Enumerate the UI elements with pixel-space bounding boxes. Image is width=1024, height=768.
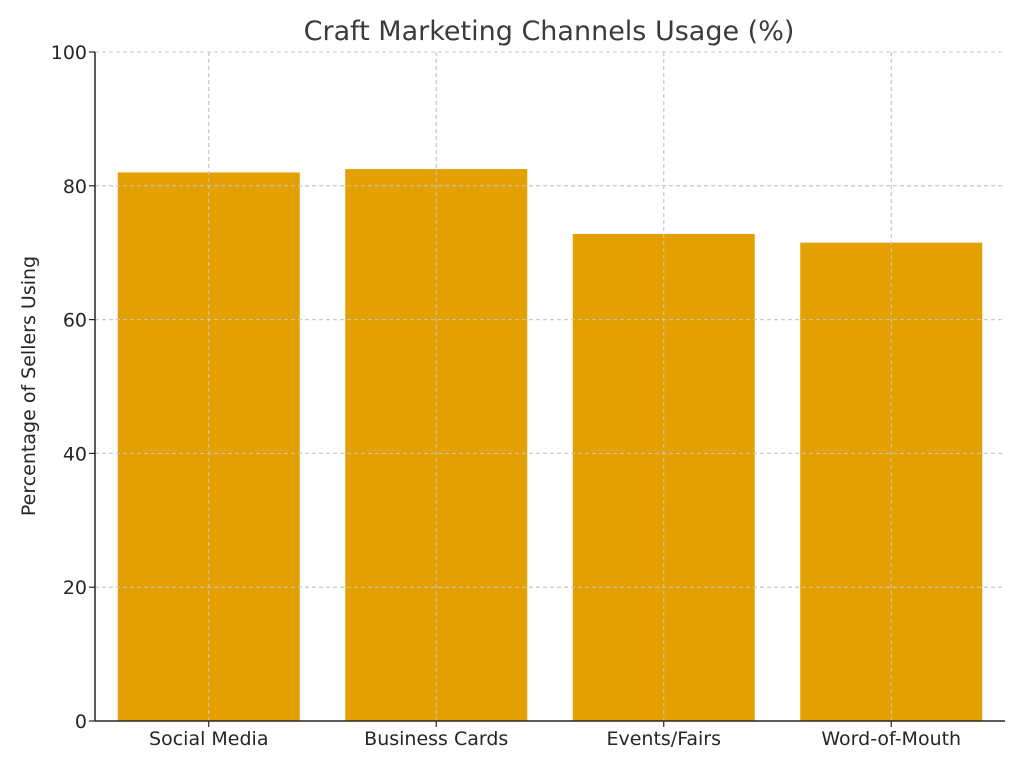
bar-events-fairs xyxy=(572,233,755,721)
axes xyxy=(94,52,1005,722)
y-axis-label: Percentage of Sellers Using xyxy=(18,256,40,516)
y-tick-label: 80 xyxy=(63,176,87,198)
y-tick-label: 40 xyxy=(63,443,87,465)
tick-labels: 0 20 40 60 80 100 Social Media Business Cards Ev… xyxy=(51,42,961,750)
y-tick-label: 20 xyxy=(63,577,87,599)
x-tick-label: Business Cards xyxy=(364,728,508,750)
y-tick-label: 0 xyxy=(75,711,87,733)
y-tick-label: 100 xyxy=(51,42,87,64)
chart-title: Craft Marketing Channels Usage (%) xyxy=(304,16,795,47)
x-tick-label: Events/Fairs xyxy=(606,728,721,750)
x-tick-label: Social Media xyxy=(149,728,268,750)
y-tick-label: 60 xyxy=(63,310,87,332)
bars xyxy=(95,51,1005,722)
x-tick-label: Word-of-Mouth xyxy=(821,728,961,750)
